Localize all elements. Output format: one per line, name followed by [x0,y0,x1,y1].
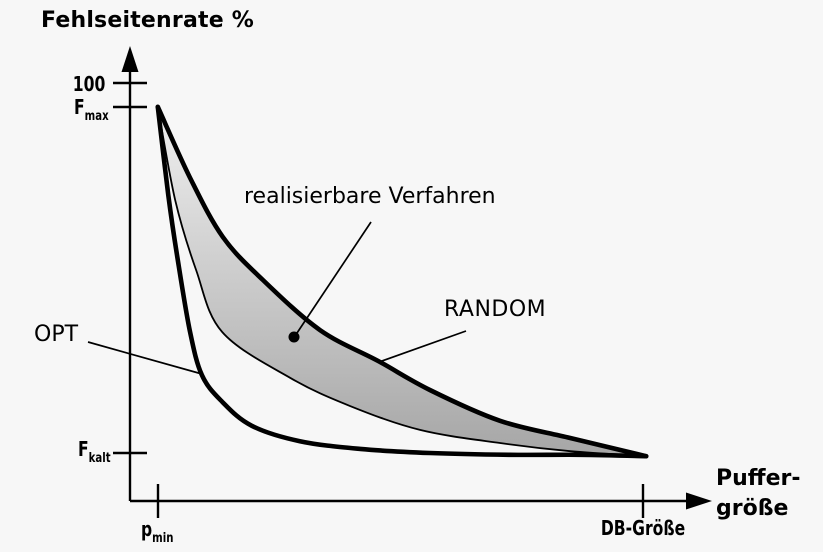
y-tick-label-fmax: Fmax [74,95,109,124]
x-axis-title-line1: Puffer- [716,466,801,491]
x-axis-arrowhead [686,492,712,510]
y-axis-arrowhead [121,46,139,72]
realizable-lower-bound-curve [156,106,648,458]
realizable-leader-line [296,221,372,334]
x-axis-title: Puffer- größe [716,464,801,524]
realizable-region-fill [157,106,647,457]
y-axis-title: Fehlseitenrate % [41,8,254,33]
x-tick-label-pmin: pmin [141,517,174,546]
y-tick-label-fkalt: Fkalt [78,437,111,466]
x-axis-title-line2: größe [716,496,789,521]
realizable-region-marker-dot [288,331,300,343]
opt-leader-line [87,341,203,375]
opt-curve [155,104,649,459]
random-leader-line [378,330,467,363]
x-tick-label-db-size: DB-Größe [600,516,686,540]
opt-label: OPT [34,322,79,347]
random-curve [155,104,649,459]
y-tick-label-100: 100 [72,72,106,96]
random-label: RANDOM [444,297,547,322]
realizable-region-label: realisierbare Verfahren [244,184,496,209]
